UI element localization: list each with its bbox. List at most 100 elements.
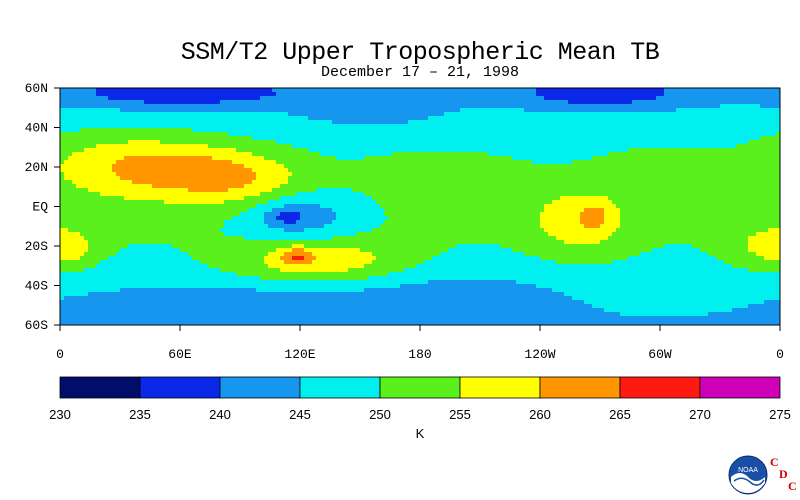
field-cell	[404, 124, 409, 129]
field-cell	[676, 160, 681, 165]
field-cell	[580, 180, 585, 185]
field-cell	[348, 108, 353, 113]
field-cell	[156, 140, 161, 145]
field-cell	[580, 120, 585, 125]
field-cell	[280, 168, 285, 173]
field-cell	[228, 116, 233, 121]
field-cell	[620, 112, 625, 117]
field-cell	[540, 108, 545, 113]
field-cell	[196, 144, 201, 149]
field-cell	[316, 88, 321, 93]
field-cell	[276, 176, 281, 181]
field-cell	[560, 112, 565, 117]
field-cell	[644, 176, 649, 181]
field-cell	[196, 120, 201, 125]
field-cell	[416, 176, 421, 181]
field-cell	[196, 180, 201, 185]
field-cell	[416, 96, 421, 101]
field-cell	[700, 176, 705, 181]
field-cell	[216, 112, 221, 117]
field-cell	[624, 128, 629, 133]
field-cell	[740, 116, 745, 121]
field-cell	[556, 120, 561, 125]
field-cell	[480, 128, 485, 133]
field-cell	[300, 156, 305, 161]
field-cell	[652, 148, 657, 153]
field-cell	[112, 132, 117, 137]
field-cell	[432, 140, 437, 145]
field-cell	[244, 172, 249, 177]
field-cell	[644, 188, 649, 193]
field-cell	[624, 160, 629, 165]
field-cell	[456, 100, 461, 105]
field-cell	[504, 104, 509, 109]
field-cell	[712, 168, 717, 173]
field-cell	[228, 112, 233, 117]
field-cell	[568, 112, 573, 117]
field-cell	[556, 136, 561, 141]
field-cell	[264, 92, 269, 97]
field-cell	[600, 164, 605, 169]
field-cell	[632, 104, 637, 109]
field-cell	[168, 136, 173, 141]
field-cell	[220, 100, 225, 105]
field-cell	[380, 180, 385, 185]
field-cell	[676, 152, 681, 157]
field-cell	[80, 172, 85, 177]
field-cell	[88, 188, 93, 193]
field-cell	[672, 152, 677, 157]
field-cell	[588, 104, 593, 109]
field-cell	[192, 108, 197, 113]
field-cell	[524, 116, 529, 121]
field-cell	[588, 132, 593, 137]
field-cell	[492, 100, 497, 105]
field-cell	[732, 140, 737, 145]
field-cell	[456, 120, 461, 125]
field-cell	[376, 112, 381, 117]
field-cell	[636, 100, 641, 105]
field-cell	[192, 156, 197, 161]
field-cell	[380, 100, 385, 105]
field-cell	[276, 124, 281, 129]
field-cell	[588, 112, 593, 117]
field-cell	[248, 156, 253, 161]
field-cell	[700, 144, 705, 149]
field-cell	[332, 192, 337, 197]
field-cell	[668, 136, 673, 141]
field-cell	[480, 112, 485, 117]
field-cell	[716, 168, 721, 173]
field-cell	[288, 160, 293, 165]
field-cell	[284, 100, 289, 105]
field-cell	[208, 116, 213, 121]
field-cell	[576, 148, 581, 153]
field-cell	[484, 184, 489, 189]
field-cell	[692, 152, 697, 157]
field-cell	[400, 160, 405, 165]
field-cell	[628, 176, 633, 181]
field-cell	[460, 112, 465, 117]
field-cell	[436, 192, 441, 197]
field-cell	[692, 112, 697, 117]
field-cell	[128, 184, 133, 189]
field-cell	[448, 96, 453, 101]
field-cell	[336, 188, 341, 193]
field-cell	[700, 160, 705, 165]
field-cell	[120, 156, 125, 161]
field-cell	[136, 184, 141, 189]
field-cell	[776, 152, 780, 157]
field-cell	[596, 180, 601, 185]
field-cell	[180, 164, 185, 169]
field-cell	[560, 120, 565, 125]
field-cell	[716, 128, 721, 133]
field-cell	[724, 176, 729, 181]
field-cell	[356, 104, 361, 109]
field-cell	[116, 116, 121, 121]
field-cell	[716, 96, 721, 101]
field-cell	[432, 188, 437, 193]
field-cell	[396, 156, 401, 161]
field-cell	[128, 96, 133, 101]
field-cell	[592, 144, 597, 149]
field-cell	[180, 196, 185, 201]
field-cell	[356, 124, 361, 129]
field-cell	[256, 184, 261, 189]
